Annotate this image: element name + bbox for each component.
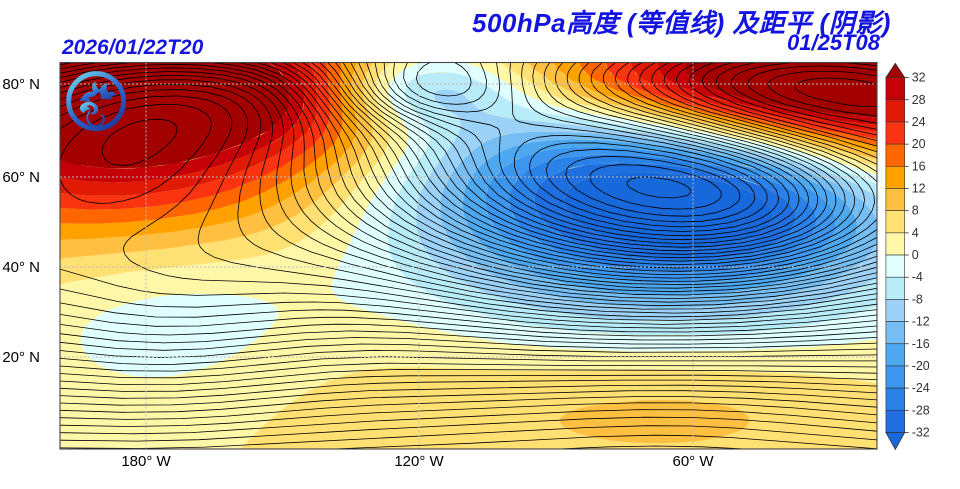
svg-text:20: 20: [912, 137, 926, 151]
svg-text:0: 0: [912, 248, 919, 262]
svg-text:28: 28: [912, 93, 926, 107]
svg-text:12: 12: [912, 182, 926, 196]
svg-text:-20: -20: [912, 359, 930, 373]
svg-text:120° W: 120° W: [394, 453, 444, 470]
svg-text:60° W: 60° W: [672, 453, 714, 470]
svg-text:80° N: 80° N: [2, 76, 40, 93]
svg-text:24: 24: [912, 115, 926, 129]
svg-text:-32: -32: [912, 425, 930, 439]
svg-text:-4: -4: [912, 270, 923, 284]
svg-text:-8: -8: [912, 292, 923, 306]
svg-text:-24: -24: [912, 381, 930, 395]
svg-text:-12: -12: [912, 315, 930, 329]
svg-text:180° W: 180° W: [121, 453, 171, 470]
svg-text:32: 32: [912, 71, 926, 85]
svg-text:8: 8: [912, 204, 919, 218]
svg-text:16: 16: [912, 159, 926, 173]
svg-text:4: 4: [912, 226, 919, 240]
svg-text:20° N: 20° N: [2, 349, 40, 366]
svg-text:-16: -16: [912, 337, 930, 351]
svg-text:60° N: 60° N: [2, 169, 40, 186]
svg-text:40° N: 40° N: [2, 259, 40, 276]
svg-text:-28: -28: [912, 403, 930, 417]
